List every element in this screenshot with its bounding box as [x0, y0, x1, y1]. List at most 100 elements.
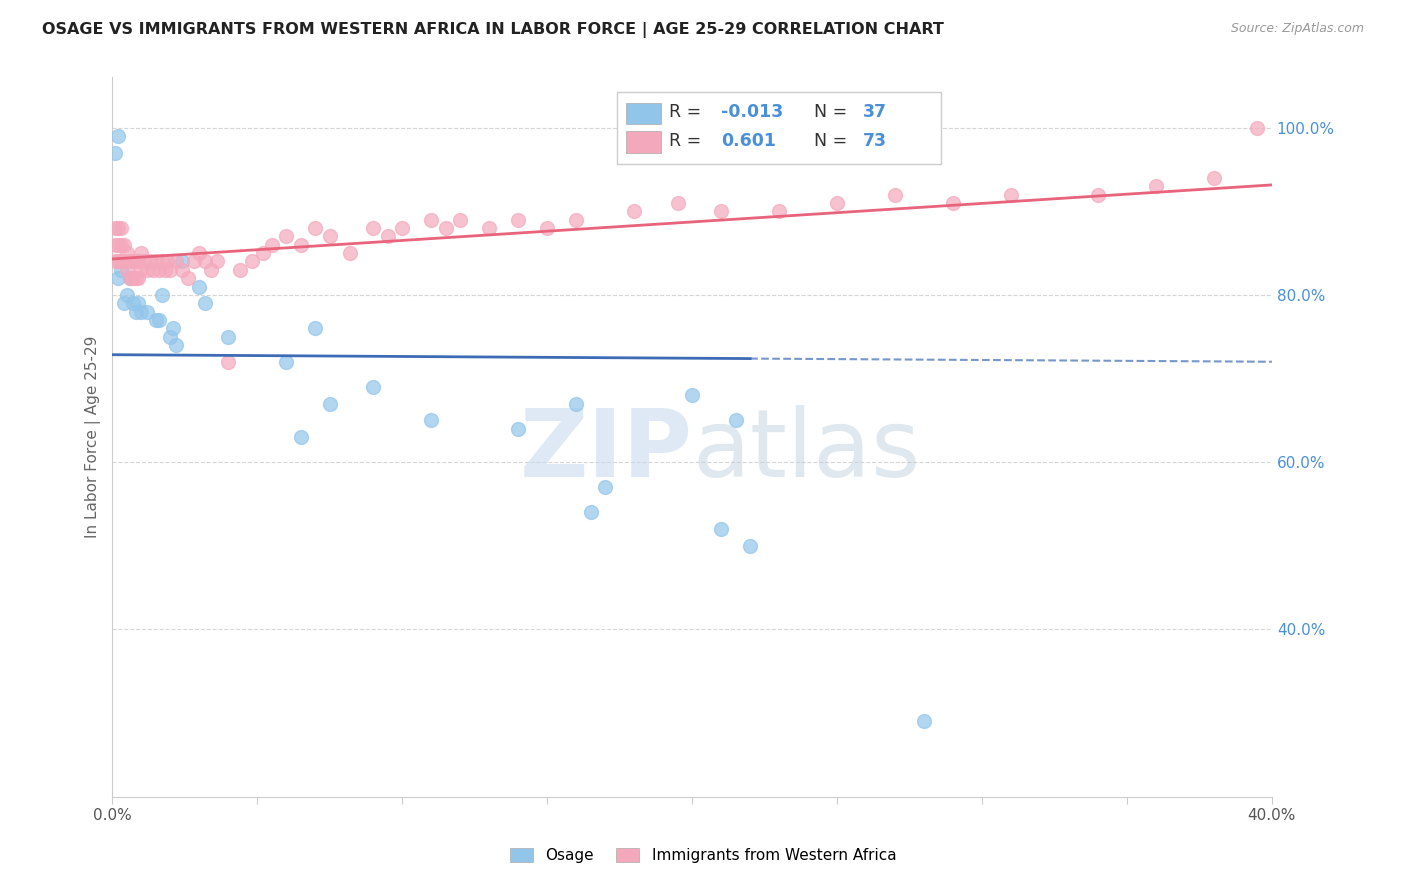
Point	[194, 296, 217, 310]
Point	[304, 321, 326, 335]
Point	[128, 254, 150, 268]
Point	[121, 254, 143, 268]
Point	[188, 279, 211, 293]
Point	[304, 221, 326, 235]
Point	[128, 271, 150, 285]
Point	[252, 246, 274, 260]
Text: ZIP: ZIP	[519, 406, 692, 498]
Point	[183, 254, 205, 268]
Point	[623, 204, 645, 219]
Point	[165, 254, 187, 268]
Point	[107, 221, 129, 235]
Point	[434, 221, 457, 235]
Point	[217, 329, 239, 343]
Point	[508, 422, 530, 436]
Point	[260, 237, 283, 252]
Text: atlas: atlas	[692, 406, 921, 498]
Point	[134, 254, 156, 268]
Point	[710, 522, 733, 536]
FancyBboxPatch shape	[626, 131, 661, 153]
Point	[115, 262, 138, 277]
Point	[188, 246, 211, 260]
Point	[124, 271, 146, 285]
Point	[148, 262, 170, 277]
Point	[104, 221, 127, 235]
Point	[139, 254, 162, 268]
Point	[377, 229, 399, 244]
FancyBboxPatch shape	[617, 92, 942, 164]
Point	[107, 254, 129, 268]
Point	[240, 254, 263, 268]
Point	[104, 145, 127, 160]
Point	[131, 246, 153, 260]
Point	[290, 430, 312, 444]
Point	[150, 254, 173, 268]
Point	[104, 237, 127, 252]
Legend: Osage, Immigrants from Western Africa: Osage, Immigrants from Western Africa	[502, 840, 904, 871]
Text: N =: N =	[814, 103, 852, 121]
Point	[420, 413, 443, 427]
Point	[319, 396, 342, 410]
Point	[363, 380, 385, 394]
Point	[159, 329, 181, 343]
Point	[112, 296, 135, 310]
Point	[884, 187, 907, 202]
Point	[131, 304, 153, 318]
Point	[104, 254, 127, 268]
Point	[121, 271, 143, 285]
Point	[710, 204, 733, 219]
Point	[107, 237, 129, 252]
Point	[148, 313, 170, 327]
Point	[666, 195, 689, 210]
Point	[142, 262, 165, 277]
Point	[724, 413, 747, 427]
Point	[1000, 187, 1022, 202]
Text: N =: N =	[814, 132, 852, 150]
Point	[290, 237, 312, 252]
Point	[118, 271, 141, 285]
Point	[825, 195, 848, 210]
Point	[363, 221, 385, 235]
Text: Source: ZipAtlas.com: Source: ZipAtlas.com	[1230, 22, 1364, 36]
Point	[478, 221, 501, 235]
Point	[136, 304, 159, 318]
FancyBboxPatch shape	[626, 103, 661, 124]
Text: -0.013: -0.013	[721, 103, 783, 121]
Text: R =: R =	[669, 132, 707, 150]
Point	[217, 355, 239, 369]
Point	[128, 296, 150, 310]
Text: 0.601: 0.601	[721, 132, 776, 150]
Point	[153, 262, 176, 277]
Point	[508, 212, 530, 227]
Point	[107, 128, 129, 143]
Point	[912, 714, 935, 729]
Point	[118, 254, 141, 268]
Point	[565, 212, 588, 227]
Point	[449, 212, 471, 227]
Point	[107, 271, 129, 285]
Point	[276, 355, 298, 369]
Point	[118, 271, 141, 285]
Point	[145, 313, 167, 327]
Point	[124, 254, 146, 268]
Point	[391, 221, 413, 235]
Point	[124, 304, 146, 318]
Point	[112, 254, 135, 268]
Point	[156, 254, 179, 268]
Point	[229, 262, 252, 277]
Point	[319, 229, 342, 244]
Y-axis label: In Labor Force | Age 25-29: In Labor Force | Age 25-29	[86, 336, 101, 538]
Point	[170, 254, 193, 268]
Point	[121, 296, 143, 310]
Point	[110, 254, 132, 268]
Point	[194, 254, 217, 268]
Point	[593, 480, 616, 494]
Point	[115, 288, 138, 302]
Point	[110, 262, 132, 277]
Point	[1144, 179, 1167, 194]
Point	[942, 195, 965, 210]
Point	[115, 246, 138, 260]
Point	[165, 338, 187, 352]
Point	[768, 204, 790, 219]
Point	[159, 262, 181, 277]
